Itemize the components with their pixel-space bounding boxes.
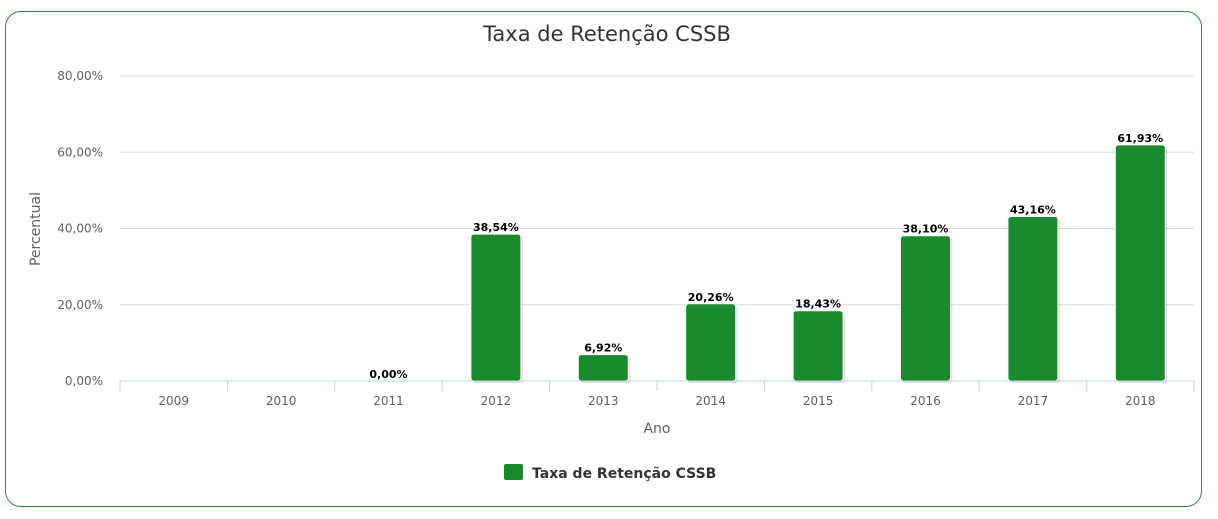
y-tick-label: 20,00% <box>57 298 103 312</box>
data-labels: 0,00% 38,54% 6,92% 20,26% 18,43% 38,10% 43,16%… <box>369 132 1163 381</box>
x-axis: 2009 2010 2011 2012 2013 2014 2015 2016 2017 2018 <box>119 380 1195 408</box>
y-tick-label: 80,00% <box>57 69 103 83</box>
x-tick-label: 2011 <box>373 394 404 408</box>
data-label: 0,00% <box>369 368 407 381</box>
y-tick-label: 60,00% <box>57 145 103 159</box>
bar[interactable] <box>577 354 629 382</box>
data-label: 61,93% <box>1117 132 1163 145</box>
data-label: 6,92% <box>584 342 622 355</box>
x-tick-label: 2017 <box>1018 394 1049 408</box>
x-tick-label: 2012 <box>481 394 512 408</box>
x-tick-label: 2009 <box>158 394 189 408</box>
legend-swatch <box>504 464 523 480</box>
data-label: 43,16% <box>1010 203 1056 216</box>
legend-label: Taxa de Retenção CSSB <box>532 466 716 482</box>
data-label: 38,10% <box>903 223 949 236</box>
bar[interactable] <box>685 303 737 382</box>
bar[interactable] <box>1114 144 1166 382</box>
y-tick-label: 0,00% <box>65 374 103 388</box>
y-tick-label: 40,00% <box>57 222 103 236</box>
data-label: 20,26% <box>688 291 734 304</box>
x-tick-label: 2018 <box>1125 394 1156 408</box>
bar[interactable] <box>470 233 522 382</box>
data-label: 38,54% <box>473 221 519 234</box>
bars <box>470 144 1168 383</box>
y-axis-ticks: 0,00% 20,00% 40,00% 60,00% 80,00% <box>57 69 103 388</box>
bar[interactable] <box>792 310 844 382</box>
x-axis-title: Ano <box>643 421 670 437</box>
x-tick-label: 2015 <box>803 394 834 408</box>
chart-title: Taxa de Retenção CSSB <box>482 22 731 46</box>
chart-panel <box>5 11 1202 507</box>
legend[interactable]: Taxa de Retenção CSSB <box>504 464 716 482</box>
y-axis-title: Percentual <box>28 192 44 266</box>
bar[interactable] <box>1007 215 1059 382</box>
x-tick-label: 2010 <box>266 394 297 408</box>
bar[interactable] <box>900 235 951 382</box>
x-tick-label: 2014 <box>695 394 726 408</box>
data-label: 18,43% <box>795 298 841 311</box>
x-tick-label: 2016 <box>910 394 941 408</box>
x-tick-label: 2013 <box>588 394 619 408</box>
